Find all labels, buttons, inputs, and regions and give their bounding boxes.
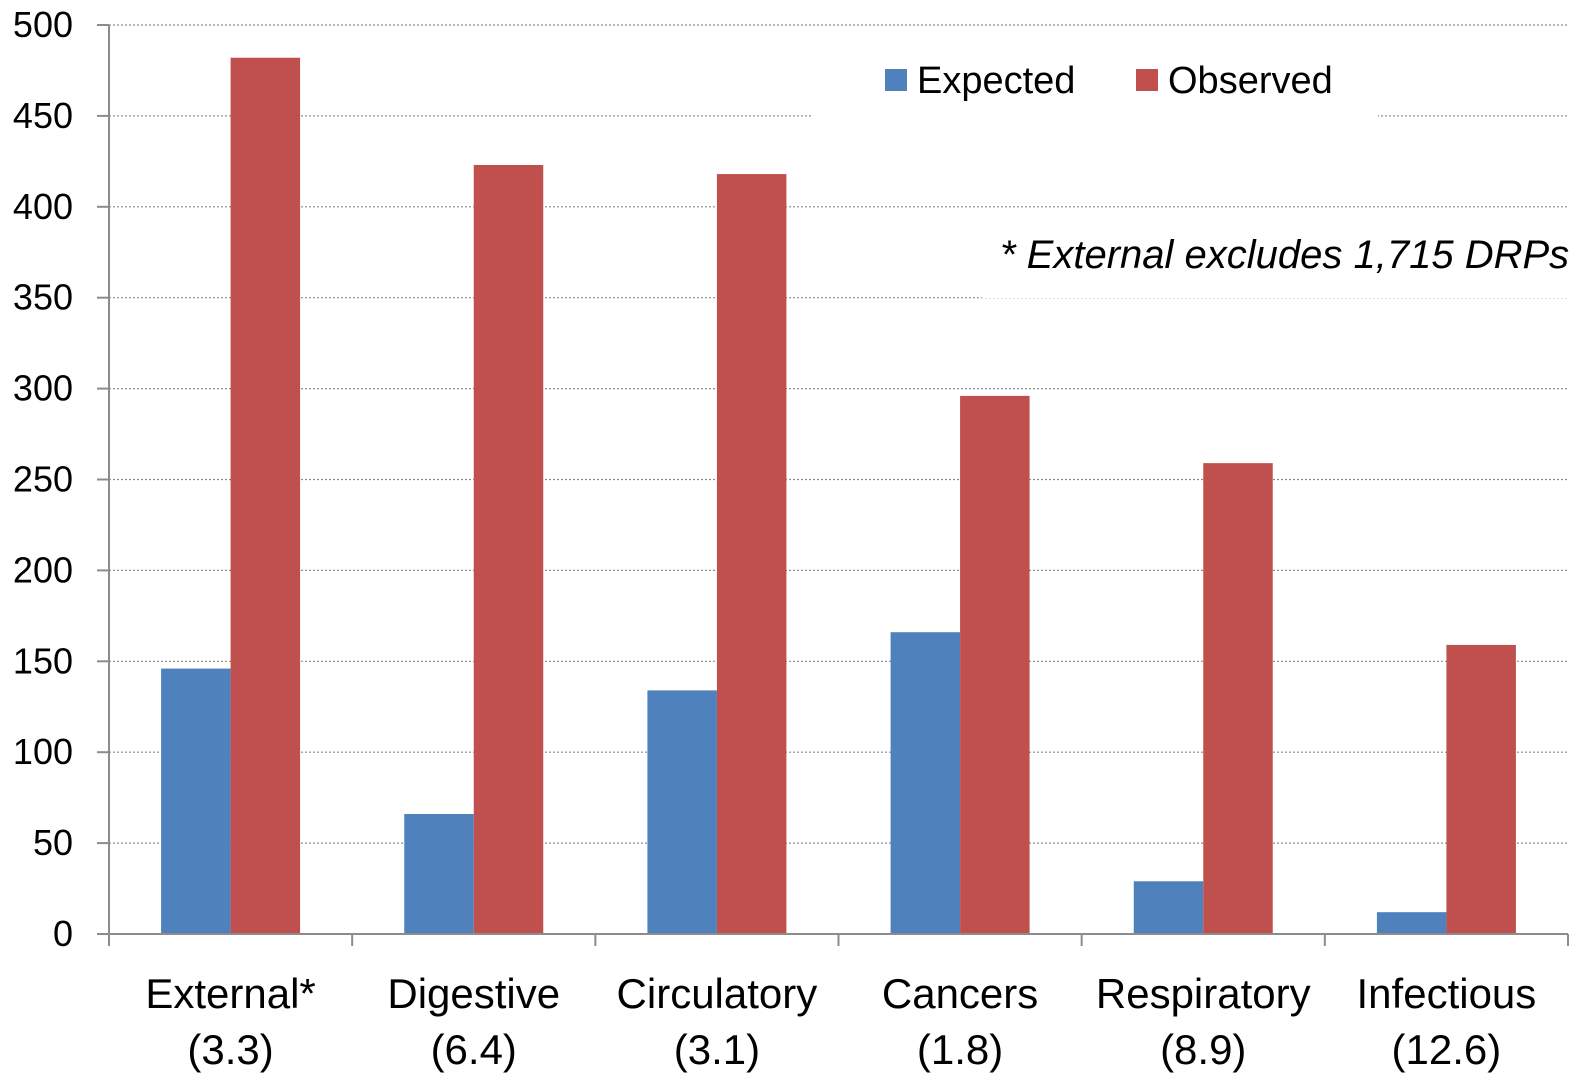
x-category-label-2: Circulatory [617, 970, 818, 1017]
y-tick-label-100: 100 [13, 731, 73, 772]
gridlines [109, 24, 1568, 844]
bar-observed-4 [1203, 463, 1273, 934]
x-category-label-4: Respiratory [1096, 970, 1311, 1017]
legend-label-expected: Expected [917, 60, 1075, 102]
bar-observed-0 [230, 57, 301, 934]
bar-observed-2 [716, 174, 787, 935]
bar-expected-1 [404, 814, 474, 934]
bar-observed-3 [960, 395, 1030, 934]
y-tick-labels: 0 50 100 150 200 250 300 350 400 450 500 [13, 4, 73, 954]
x-category-label-1: Digestive [387, 970, 560, 1017]
bar-expected-4 [1133, 881, 1204, 934]
y-tick-label-0: 0 [53, 913, 73, 954]
annotation-text: * External excludes 1,715 DRPs [1000, 233, 1569, 277]
legend-swatch-observed [1136, 69, 1158, 91]
x-category-labels: External* (3.3) Digestive (6.4) Circulatory (… [145, 970, 1536, 1073]
y-tick-label-300: 300 [13, 368, 73, 409]
bar-expected-0 [161, 668, 231, 934]
y-tick-label-200: 200 [13, 549, 73, 590]
bar-expected-5 [1376, 912, 1447, 934]
x-category-sublabel-1: (6.4) [431, 1026, 517, 1073]
annotation-background [982, 218, 1570, 298]
y-tick-label-450: 450 [13, 95, 73, 136]
legend: Expected Observed [812, 48, 1378, 130]
x-category-sublabel-2: (3.1) [674, 1026, 760, 1073]
y-tick-label-150: 150 [13, 640, 73, 681]
legend-label-observed: Observed [1168, 60, 1333, 102]
x-category-label-3: Cancers [882, 970, 1038, 1017]
x-category-sublabel-0: (3.3) [187, 1026, 273, 1073]
y-tick-label-500: 500 [13, 4, 73, 45]
y-tick-label-250: 250 [13, 459, 73, 500]
x-category-sublabel-5: (12.6) [1392, 1026, 1502, 1073]
x-category-label-0: External* [145, 970, 315, 1017]
x-category-label-5: Infectious [1357, 970, 1537, 1017]
y-tick-label-400: 400 [13, 186, 73, 227]
annotation: * External excludes 1,715 DRPs [982, 218, 1570, 298]
bar-expected-2 [647, 690, 717, 934]
bars [161, 57, 1516, 935]
axes [97, 24, 1569, 946]
x-category-sublabel-4: (8.9) [1160, 1026, 1246, 1073]
bar-expected-3 [890, 632, 961, 934]
bar-observed-5 [1446, 644, 1516, 934]
x-category-sublabel-3: (1.8) [917, 1026, 1003, 1073]
y-tick-label-350: 350 [13, 277, 73, 318]
legend-swatch-expected [885, 69, 907, 91]
y-tick-label-50: 50 [33, 822, 73, 863]
bar-observed-1 [473, 164, 544, 935]
